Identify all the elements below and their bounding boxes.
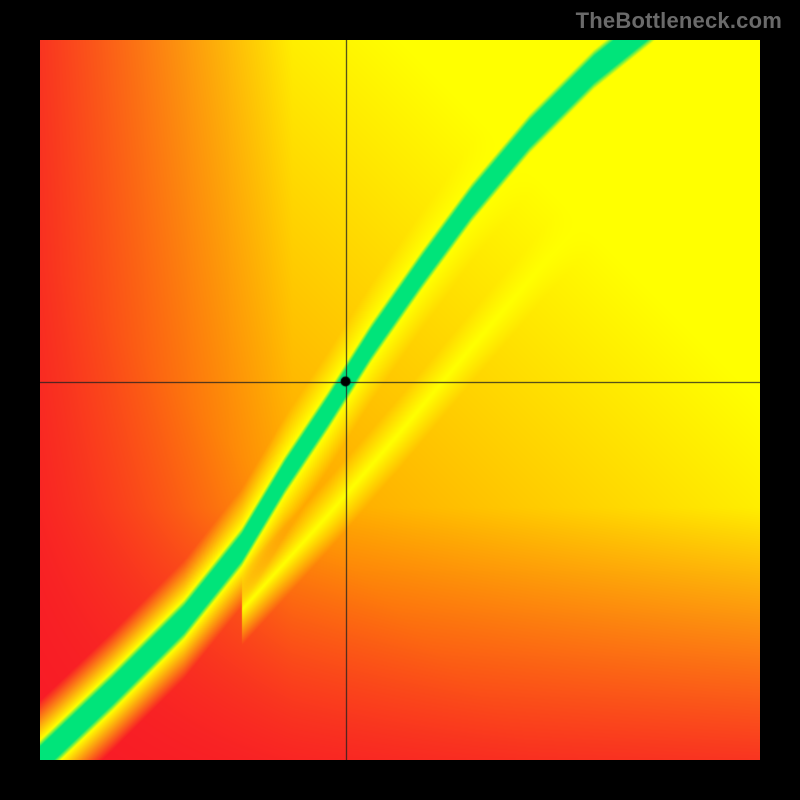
watermark: TheBottleneck.com xyxy=(576,8,782,34)
heatmap-canvas xyxy=(40,40,760,760)
plot-area xyxy=(40,40,760,760)
figure-outer: TheBottleneck.com xyxy=(0,0,800,800)
